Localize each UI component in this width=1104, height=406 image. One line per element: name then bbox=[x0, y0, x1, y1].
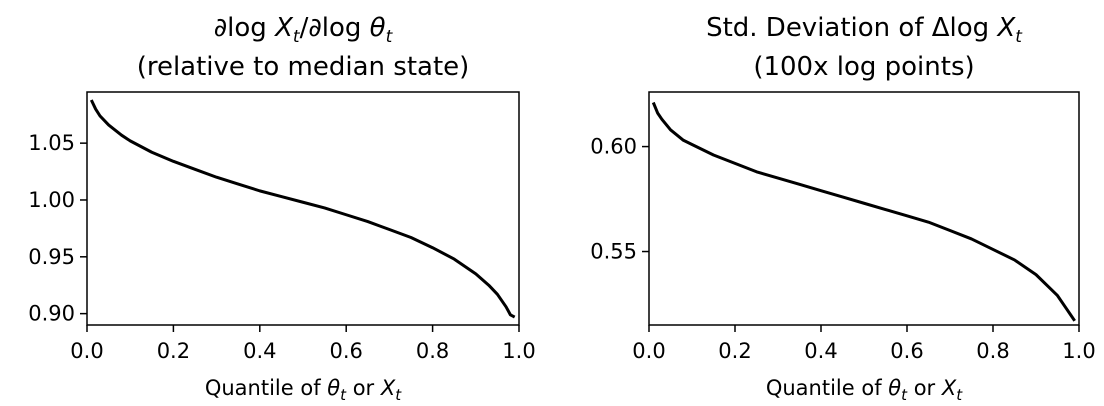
chart-2-x-tick-label: 0.0 bbox=[632, 339, 665, 363]
chart-1-ticks: 0.0 0.2 0.4 0.6 0.8 1.0 0.90 0.95 1.00 1.05 bbox=[28, 131, 535, 363]
chart-1-title-line-1: ∂log Xt/∂log θt bbox=[214, 13, 394, 47]
chart-1-x-label: Quantile of θt or Xt bbox=[205, 376, 402, 404]
chart-2-y-tick-label: 0.55 bbox=[590, 240, 637, 264]
chart-2-x-tick-label: 0.2 bbox=[718, 339, 751, 363]
chart-2-x-tick-label: 0.4 bbox=[804, 339, 837, 363]
chart-1-y-tick-label: 1.05 bbox=[28, 131, 75, 155]
chart-2-x-label: Quantile of θt or Xt bbox=[766, 376, 963, 404]
chart-2-ticks: 0.0 0.2 0.4 0.6 0.8 1.0 0.55 0.60 bbox=[590, 135, 1095, 363]
chart-1-plot-area bbox=[86, 91, 520, 326]
chart-1-x-tick-label: 0.8 bbox=[416, 339, 449, 363]
chart-2-plot-area bbox=[648, 91, 1080, 326]
chart-1-y-tick-label: 1.00 bbox=[28, 188, 75, 212]
chart-2-series-line bbox=[651, 101, 1076, 322]
chart-1-series-line bbox=[89, 99, 516, 319]
chart-2-title-line-1: Std. Deviation of Δlog Xt bbox=[706, 13, 1023, 47]
chart-panel-1: ∂log Xt/∂log θt (relative to median stat… bbox=[28, 13, 535, 404]
chart-panel-2: Std. Deviation of Δlog Xt (100x log poin… bbox=[590, 13, 1095, 404]
chart-1-x-tick-label: 0.6 bbox=[329, 339, 362, 363]
chart-1-y-tick-label: 0.95 bbox=[28, 245, 75, 269]
chart-2-x-tick-label: 1.0 bbox=[1062, 339, 1095, 363]
chart-2-x-tick-label: 0.6 bbox=[890, 339, 923, 363]
chart-1-x-tick-label: 0.2 bbox=[157, 339, 190, 363]
chart-1-x-tick-label: 0.0 bbox=[70, 339, 103, 363]
chart-1-y-tick-label: 0.90 bbox=[28, 302, 75, 326]
chart-1-x-tick-label: 0.4 bbox=[243, 339, 276, 363]
chart-1-title-line-2: (relative to median state) bbox=[137, 52, 470, 82]
chart-2-x-tick-label: 0.8 bbox=[976, 339, 1009, 363]
chart-2-y-tick-label: 0.60 bbox=[590, 135, 637, 159]
chart-1-x-tick-label: 1.0 bbox=[502, 339, 535, 363]
chart-2-title-line-2: (100x log points) bbox=[753, 52, 974, 82]
